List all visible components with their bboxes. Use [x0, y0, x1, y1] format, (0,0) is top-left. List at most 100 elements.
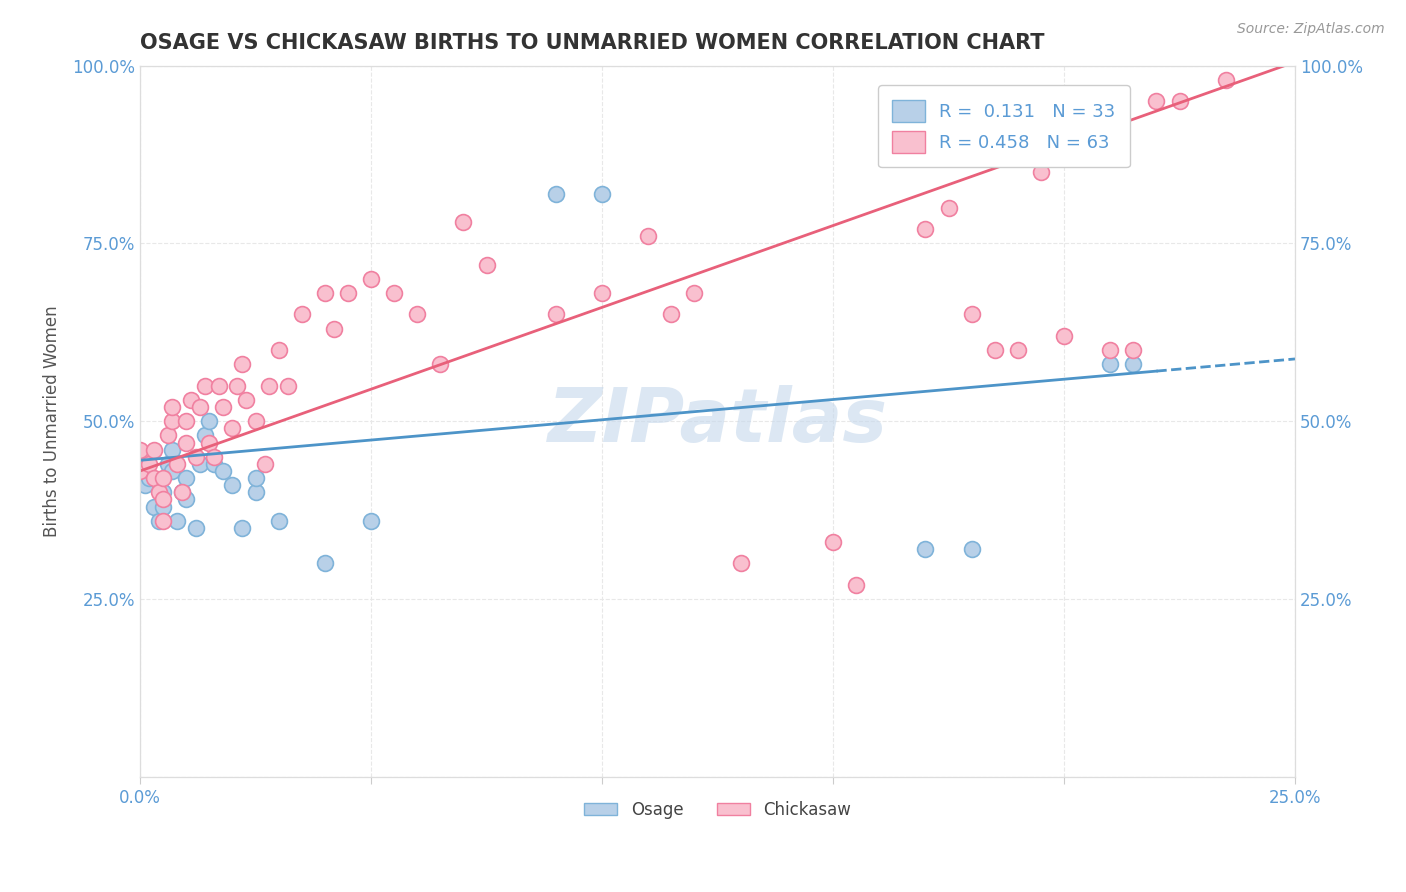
Point [207, 378, 229, 392]
Point [291, 308, 314, 322]
Point [148, 485, 170, 500]
Point [212, 400, 235, 414]
Point [202, 450, 225, 464]
Point [1029, 165, 1052, 179]
Point [259, 378, 281, 392]
Point [591, 286, 613, 301]
Point [591, 186, 613, 201]
Point [314, 286, 336, 301]
Point [184, 450, 207, 464]
Point [174, 471, 197, 485]
Point [1007, 343, 1029, 357]
Point [821, 535, 844, 549]
Point [845, 578, 868, 592]
Point [170, 485, 193, 500]
Point [938, 201, 960, 215]
Point [152, 492, 174, 507]
Point [267, 514, 290, 528]
Point [142, 471, 165, 485]
Point [960, 542, 983, 557]
Point [162, 414, 184, 428]
Point [544, 308, 567, 322]
Point [914, 542, 936, 557]
Point [162, 464, 184, 478]
Point [162, 400, 184, 414]
Point [231, 357, 253, 371]
Point [202, 457, 225, 471]
Point [148, 514, 170, 528]
Point [637, 229, 659, 244]
Point [323, 322, 346, 336]
Point [166, 457, 188, 471]
Point [156, 457, 179, 471]
Point [138, 471, 160, 485]
Legend: Osage, Chickasaw: Osage, Chickasaw [578, 794, 858, 825]
Point [983, 343, 1005, 357]
Point [277, 378, 299, 392]
Point [174, 492, 197, 507]
Point [475, 258, 498, 272]
Point [730, 557, 752, 571]
Point [180, 392, 202, 407]
Point [152, 500, 174, 514]
Point [194, 428, 217, 442]
Y-axis label: Births to Unmarried Women: Births to Unmarried Women [44, 305, 60, 537]
Point [267, 343, 290, 357]
Point [188, 457, 211, 471]
Point [235, 392, 257, 407]
Point [382, 286, 405, 301]
Point [174, 414, 197, 428]
Point [1053, 328, 1076, 343]
Point [152, 471, 174, 485]
Point [1122, 343, 1144, 357]
Point [221, 478, 243, 492]
Point [221, 421, 243, 435]
Point [226, 378, 249, 392]
Point [406, 308, 429, 322]
Point [245, 471, 267, 485]
Point [166, 514, 188, 528]
Point [960, 308, 983, 322]
Point [231, 521, 253, 535]
Point [156, 428, 179, 442]
Point [453, 215, 475, 229]
Point [174, 435, 197, 450]
Point [129, 457, 152, 471]
Point [253, 457, 276, 471]
Point [336, 286, 359, 301]
Point [129, 464, 152, 478]
Point [129, 442, 152, 457]
Text: OSAGE VS CHICKASAW BIRTHS TO UNMARRIED WOMEN CORRELATION CHART: OSAGE VS CHICKASAW BIRTHS TO UNMARRIED W… [141, 33, 1045, 53]
Point [1122, 357, 1144, 371]
Point [138, 457, 160, 471]
Text: ZIPatlas: ZIPatlas [547, 384, 887, 458]
Point [1168, 94, 1191, 108]
Point [429, 357, 451, 371]
Point [152, 485, 174, 500]
Point [142, 500, 165, 514]
Point [360, 514, 382, 528]
Point [162, 442, 184, 457]
Point [245, 414, 267, 428]
Point [659, 308, 682, 322]
Point [1215, 72, 1237, 87]
Point [198, 414, 221, 428]
Point [184, 521, 207, 535]
Point [914, 222, 936, 236]
Point [152, 514, 174, 528]
Point [170, 485, 193, 500]
Point [194, 378, 217, 392]
Point [188, 400, 211, 414]
Point [245, 485, 267, 500]
Point [198, 435, 221, 450]
Point [212, 464, 235, 478]
Point [683, 286, 706, 301]
Point [1099, 357, 1122, 371]
Point [1099, 343, 1122, 357]
Point [134, 478, 156, 492]
Point [1144, 94, 1167, 108]
Point [360, 272, 382, 286]
Point [142, 442, 165, 457]
Point [544, 186, 567, 201]
Text: Source: ZipAtlas.com: Source: ZipAtlas.com [1237, 22, 1385, 37]
